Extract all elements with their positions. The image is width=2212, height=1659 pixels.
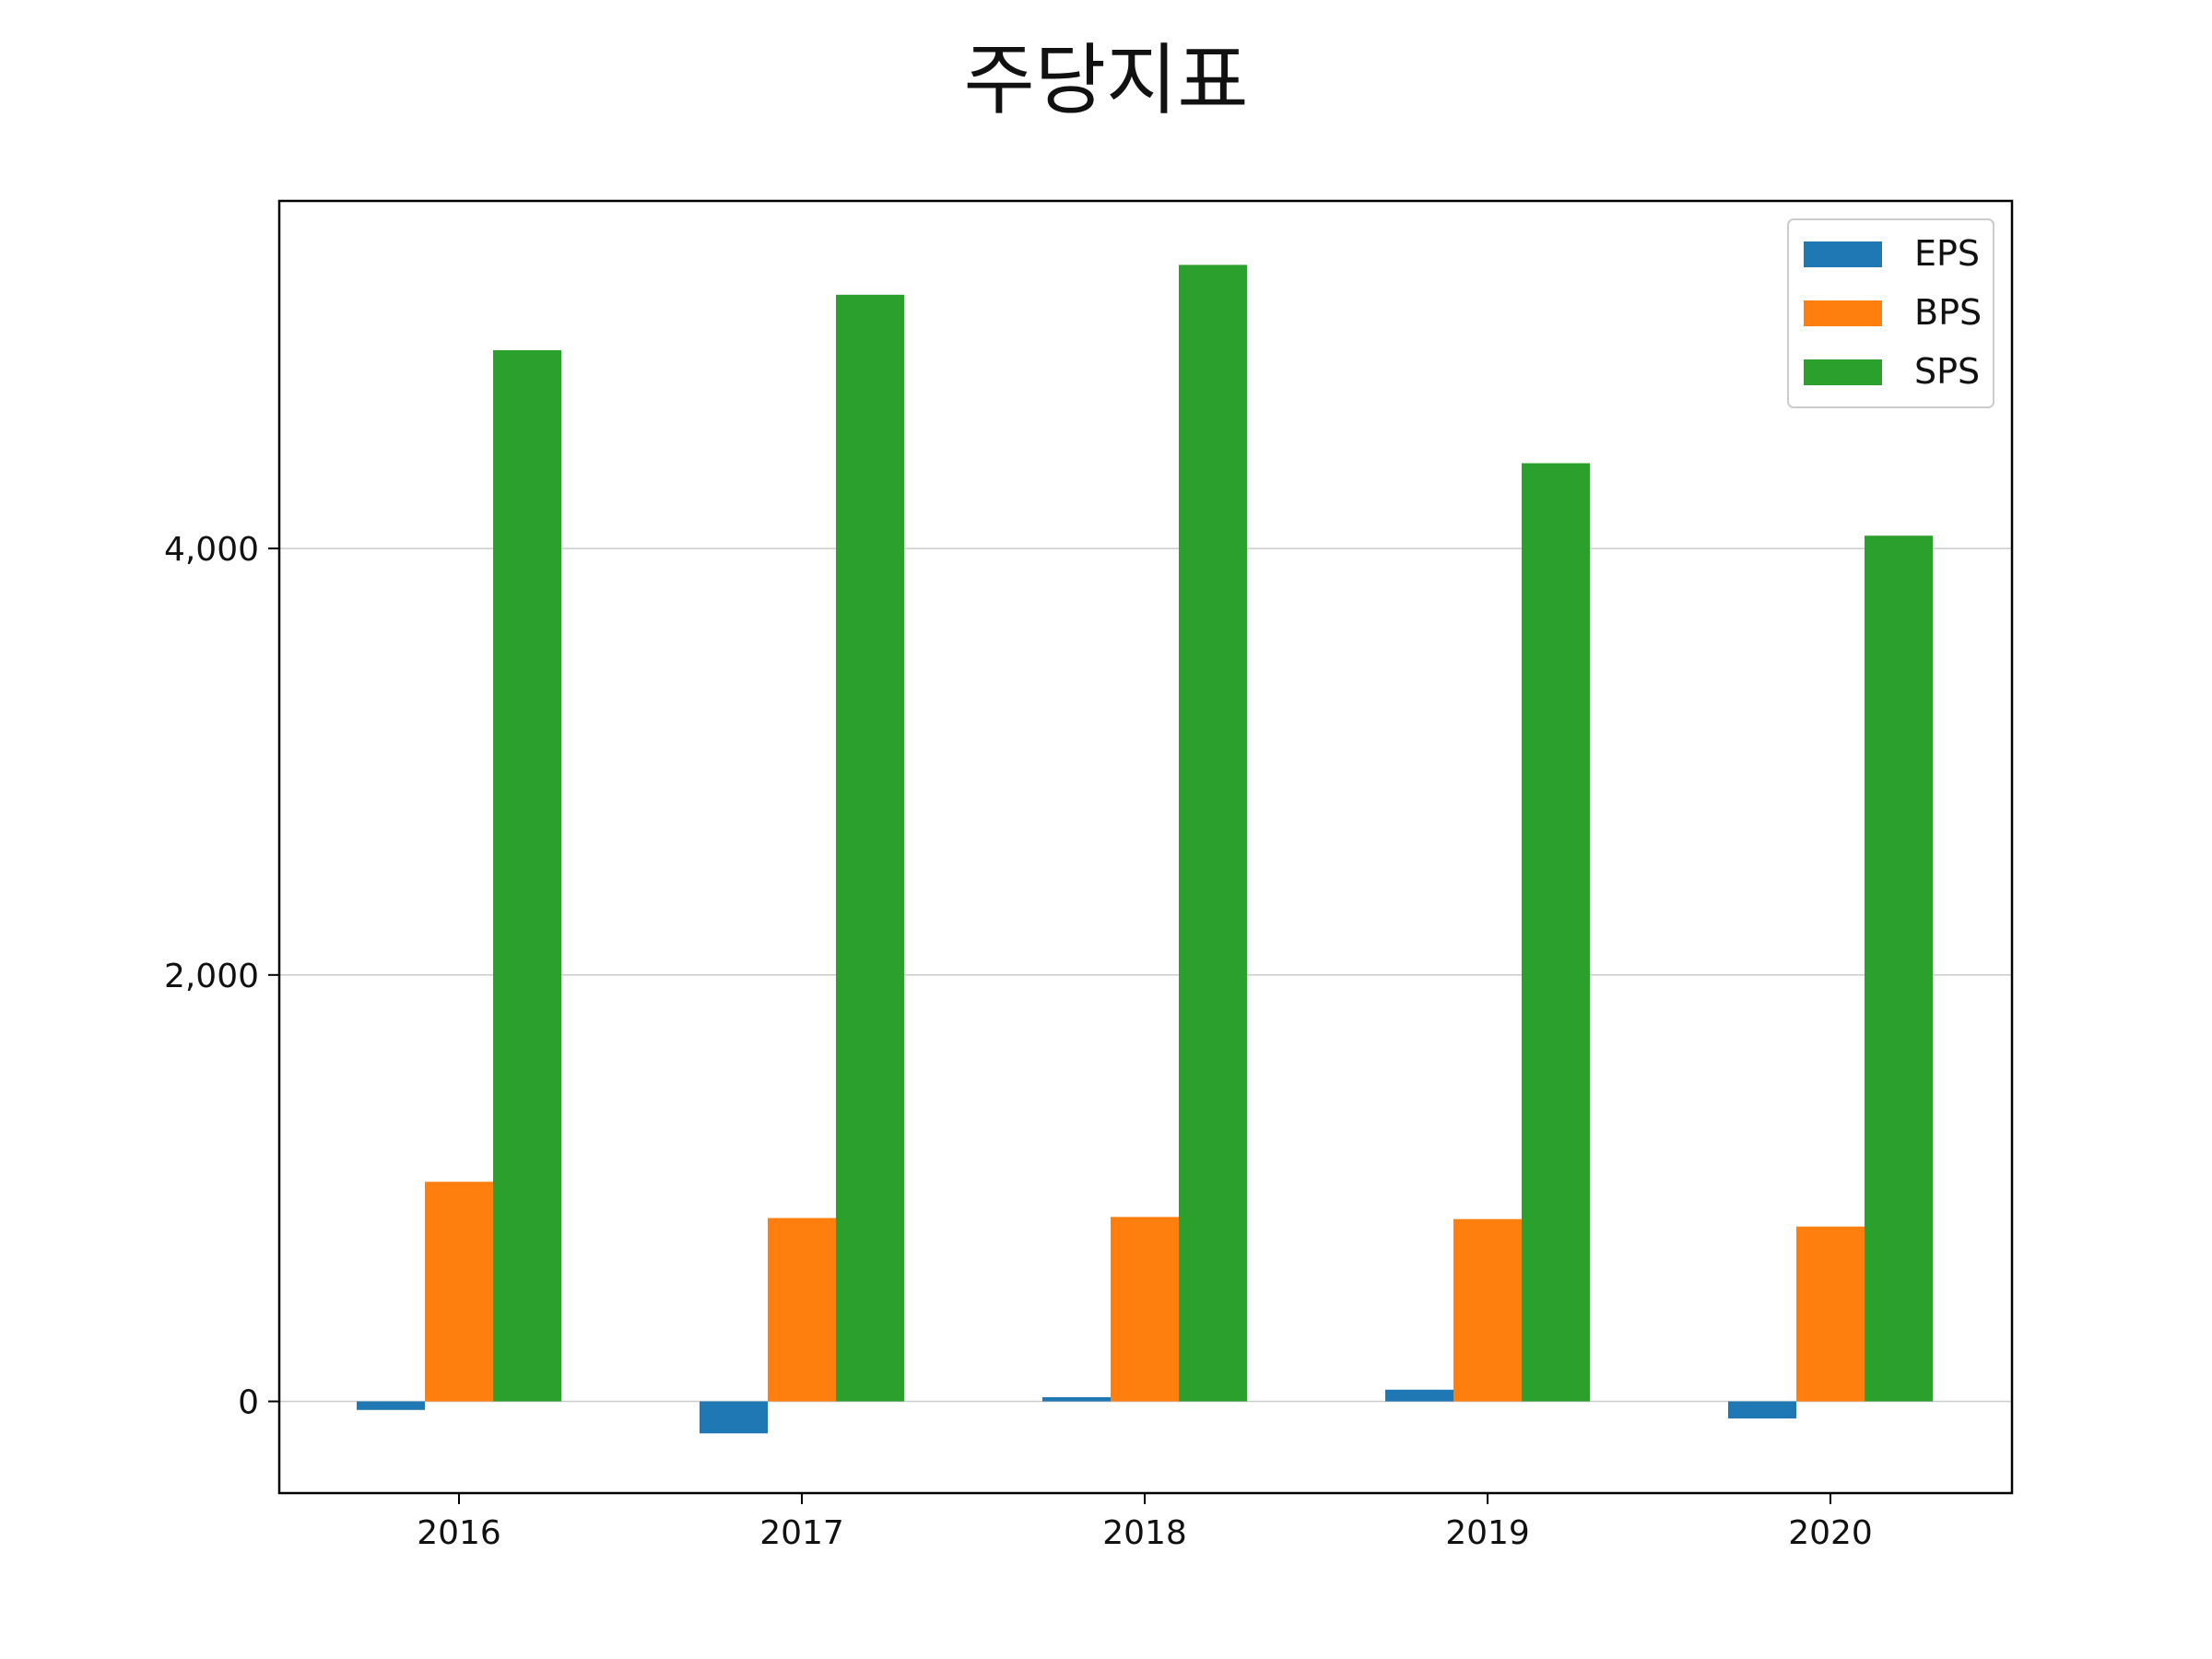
- bar-eps-2018: [1042, 1396, 1111, 1402]
- x-tick-label: 2017: [759, 1514, 844, 1552]
- legend-swatch-sps: [1804, 359, 1882, 385]
- x-tick-label: 2019: [1445, 1514, 1530, 1552]
- legend: EPS BPS SPS: [1787, 218, 1994, 408]
- bar-sps-2016: [493, 349, 561, 1402]
- legend-label-sps: SPS: [1914, 351, 1980, 392]
- bar-sps-2019: [1522, 463, 1590, 1402]
- bar-eps-2017: [700, 1401, 768, 1434]
- bar-bps-2020: [1796, 1226, 1865, 1402]
- bar-sps-2017: [836, 294, 904, 1402]
- bar-eps-2019: [1385, 1389, 1453, 1402]
- bar-sps-2018: [1179, 265, 1247, 1402]
- bars: [357, 265, 1933, 1434]
- legend-swatch-bps: [1804, 300, 1882, 326]
- bar-eps-2020: [1728, 1401, 1796, 1419]
- x-tick-label: 2020: [1788, 1514, 1873, 1552]
- bar-bps-2016: [425, 1182, 493, 1402]
- bar-bps-2018: [1111, 1217, 1179, 1402]
- bar-eps-2016: [357, 1401, 425, 1410]
- legend-label-eps: EPS: [1914, 233, 1980, 274]
- x-tick-label: 2018: [1102, 1514, 1187, 1552]
- y-tick-label: 2,000: [164, 958, 259, 995]
- x-axis: 2016 2017 2018 2019 2020: [417, 1493, 1873, 1552]
- y-tick-label: 4,000: [164, 531, 259, 569]
- x-tick-label: 2016: [417, 1514, 501, 1552]
- bar-bps-2017: [768, 1218, 836, 1402]
- legend-label-bps: BPS: [1914, 292, 1982, 333]
- bar-sps-2020: [1865, 535, 1933, 1402]
- legend-swatch-eps: [1804, 241, 1882, 267]
- y-axis: 0 2,000 4,000: [164, 531, 279, 1422]
- chart-title: 주당지표: [963, 35, 1249, 125]
- bar-bps-2019: [1453, 1218, 1522, 1402]
- y-tick-label: 0: [238, 1384, 259, 1422]
